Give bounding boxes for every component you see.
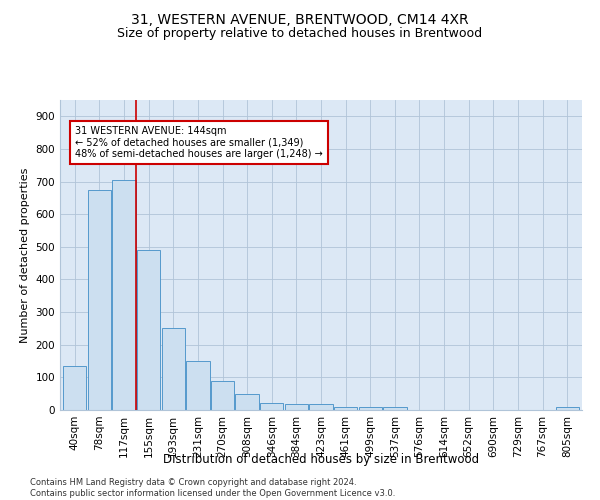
Y-axis label: Number of detached properties: Number of detached properties <box>20 168 30 342</box>
Bar <box>310 404 332 410</box>
Bar <box>211 382 234 410</box>
Bar <box>556 408 579 410</box>
Bar <box>112 180 136 410</box>
Bar <box>161 328 185 410</box>
Bar <box>63 366 86 410</box>
Bar <box>137 250 160 410</box>
Bar <box>359 406 382 410</box>
Bar <box>260 403 283 410</box>
Text: Size of property relative to detached houses in Brentwood: Size of property relative to detached ho… <box>118 28 482 40</box>
Text: Contains HM Land Registry data © Crown copyright and database right 2024.
Contai: Contains HM Land Registry data © Crown c… <box>30 478 395 498</box>
Text: 31 WESTERN AVENUE: 144sqm
← 52% of detached houses are smaller (1,349)
48% of se: 31 WESTERN AVENUE: 144sqm ← 52% of detac… <box>75 126 323 160</box>
Bar <box>284 404 308 410</box>
Bar <box>383 408 407 410</box>
Bar <box>186 361 209 410</box>
Bar <box>88 190 111 410</box>
Text: 31, WESTERN AVENUE, BRENTWOOD, CM14 4XR: 31, WESTERN AVENUE, BRENTWOOD, CM14 4XR <box>131 12 469 26</box>
Bar <box>235 394 259 410</box>
Bar <box>334 406 358 410</box>
Text: Distribution of detached houses by size in Brentwood: Distribution of detached houses by size … <box>163 452 479 466</box>
